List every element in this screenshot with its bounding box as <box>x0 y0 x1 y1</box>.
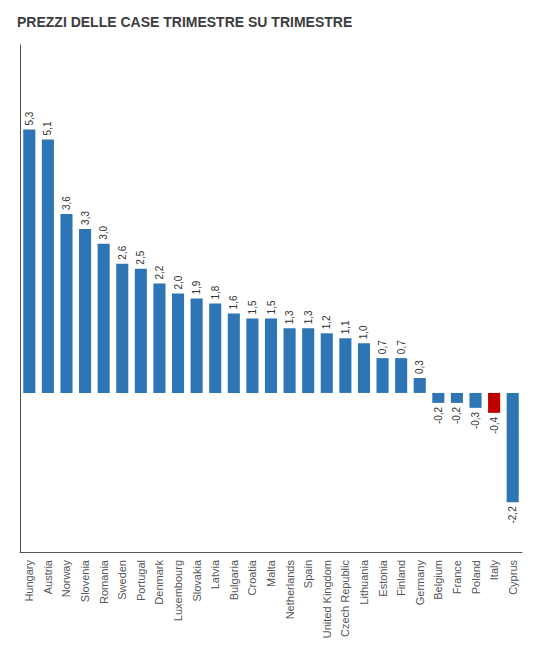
svg-text:1,9: 1,9 <box>191 280 202 294</box>
svg-text:Czech Republic: Czech Republic <box>339 560 351 638</box>
svg-text:Denmark: Denmark <box>153 560 165 605</box>
svg-text:-2,2: -2,2 <box>507 506 518 524</box>
svg-text:Slovakia: Slovakia <box>191 559 203 601</box>
svg-text:Finland: Finland <box>395 560 407 596</box>
svg-text:0,7: 0,7 <box>396 340 407 354</box>
svg-text:3,6: 3,6 <box>61 196 72 210</box>
svg-text:Croatia: Croatia <box>246 559 258 595</box>
svg-text:1,5: 1,5 <box>266 300 277 314</box>
svg-text:Slovenia: Slovenia <box>79 559 91 602</box>
svg-text:2,5: 2,5 <box>135 250 146 264</box>
svg-text:Sweden: Sweden <box>116 560 128 600</box>
svg-text:Poland: Poland <box>470 560 482 594</box>
svg-text:5,3: 5,3 <box>24 111 35 125</box>
svg-text:Lithuania: Lithuania <box>358 559 370 605</box>
svg-text:Italy: Italy <box>488 560 500 581</box>
svg-text:2,6: 2,6 <box>117 245 128 259</box>
svg-text:1,5: 1,5 <box>247 300 258 314</box>
svg-text:France: France <box>451 560 463 594</box>
svg-text:Estonia: Estonia <box>377 559 389 597</box>
svg-text:-0,3: -0,3 <box>470 411 481 429</box>
svg-text:1,0: 1,0 <box>358 325 369 339</box>
svg-text:Malta: Malta <box>265 559 277 587</box>
svg-text:0,7: 0,7 <box>377 340 388 354</box>
svg-text:PREZZI DELLE CASE TRIMESTRE SU: PREZZI DELLE CASE TRIMESTRE SU TRIMESTRE <box>17 14 352 30</box>
svg-text:Germany: Germany <box>414 560 426 606</box>
svg-text:-0,2: -0,2 <box>451 406 462 424</box>
svg-text:Austria: Austria <box>42 559 54 594</box>
svg-text:Hungary: Hungary <box>23 560 35 602</box>
svg-text:Latvia: Latvia <box>209 559 221 589</box>
svg-text:1,3: 1,3 <box>284 310 295 324</box>
svg-text:1,6: 1,6 <box>228 295 239 309</box>
svg-text:Belgium: Belgium <box>432 560 444 600</box>
svg-text:2,2: 2,2 <box>154 265 165 279</box>
svg-text:-0,2: -0,2 <box>433 406 444 424</box>
svg-text:Luxembourg: Luxembourg <box>172 560 184 621</box>
svg-text:1,2: 1,2 <box>321 315 332 329</box>
svg-text:1,3: 1,3 <box>303 310 314 324</box>
svg-text:3,0: 3,0 <box>98 225 109 239</box>
svg-text:Spain: Spain <box>302 560 314 588</box>
svg-text:1,8: 1,8 <box>210 285 221 299</box>
svg-text:5,1: 5,1 <box>42 121 53 135</box>
svg-text:3,3: 3,3 <box>80 211 91 225</box>
svg-text:2,0: 2,0 <box>173 275 184 289</box>
svg-text:Netherlands: Netherlands <box>284 560 296 620</box>
svg-text:Romania: Romania <box>98 559 110 604</box>
svg-text:Cyprus: Cyprus <box>507 560 519 595</box>
svg-text:0,3: 0,3 <box>414 360 425 374</box>
svg-text:Portugal: Portugal <box>135 560 147 601</box>
svg-text:-0,4: -0,4 <box>489 416 500 434</box>
svg-text:United Kingdom: United Kingdom <box>321 560 333 638</box>
svg-text:Bulgaria: Bulgaria <box>228 559 240 600</box>
svg-text:Norway: Norway <box>60 560 72 598</box>
svg-text:1,1: 1,1 <box>340 320 351 334</box>
